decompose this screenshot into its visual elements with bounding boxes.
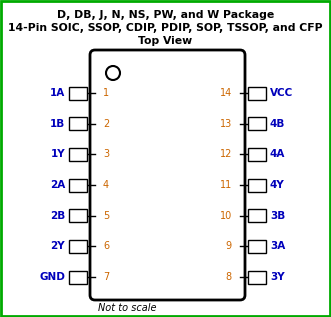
- Text: 12: 12: [220, 149, 232, 159]
- Text: 14-Pin SOIC, SSOP, CDIP, PDIP, SOP, TSSOP, and CFP: 14-Pin SOIC, SSOP, CDIP, PDIP, SOP, TSSO…: [8, 23, 323, 33]
- Text: 7: 7: [103, 272, 109, 282]
- Text: 14: 14: [220, 88, 232, 98]
- Bar: [248, 87, 266, 100]
- Circle shape: [106, 66, 120, 80]
- Text: 2: 2: [103, 119, 109, 129]
- Bar: [69, 178, 87, 191]
- Bar: [248, 270, 266, 283]
- Text: 2Y: 2Y: [50, 241, 65, 251]
- Text: 11: 11: [220, 180, 232, 190]
- Bar: [248, 178, 266, 191]
- Text: 4B: 4B: [270, 119, 285, 129]
- Bar: [69, 117, 87, 130]
- Bar: [248, 209, 266, 222]
- Bar: [69, 270, 87, 283]
- Text: 1: 1: [103, 88, 109, 98]
- Bar: [69, 148, 87, 161]
- Text: 1A: 1A: [50, 88, 65, 98]
- Text: D, DB, J, N, NS, PW, and W Package: D, DB, J, N, NS, PW, and W Package: [57, 10, 274, 20]
- Text: VCC: VCC: [270, 88, 293, 98]
- Text: 3B: 3B: [270, 211, 285, 221]
- Text: 3A: 3A: [270, 241, 285, 251]
- Text: GND: GND: [39, 272, 65, 282]
- Text: 8: 8: [226, 272, 232, 282]
- Text: 4Y: 4Y: [270, 180, 285, 190]
- Text: 1Y: 1Y: [50, 149, 65, 159]
- FancyBboxPatch shape: [90, 50, 245, 300]
- Text: 5: 5: [103, 211, 109, 221]
- Bar: [248, 240, 266, 253]
- Bar: [248, 148, 266, 161]
- Text: 3: 3: [103, 149, 109, 159]
- Text: 2A: 2A: [50, 180, 65, 190]
- Text: Not to scale: Not to scale: [98, 303, 157, 313]
- Text: Top View: Top View: [138, 36, 193, 46]
- Bar: [248, 117, 266, 130]
- Text: 6: 6: [103, 241, 109, 251]
- Bar: [69, 209, 87, 222]
- Text: 9: 9: [226, 241, 232, 251]
- Bar: [69, 87, 87, 100]
- Text: 2B: 2B: [50, 211, 65, 221]
- Text: 3Y: 3Y: [270, 272, 285, 282]
- Bar: [69, 240, 87, 253]
- Text: 10: 10: [220, 211, 232, 221]
- Text: 4: 4: [103, 180, 109, 190]
- Text: 13: 13: [220, 119, 232, 129]
- Text: 4A: 4A: [270, 149, 285, 159]
- Text: 1B: 1B: [50, 119, 65, 129]
